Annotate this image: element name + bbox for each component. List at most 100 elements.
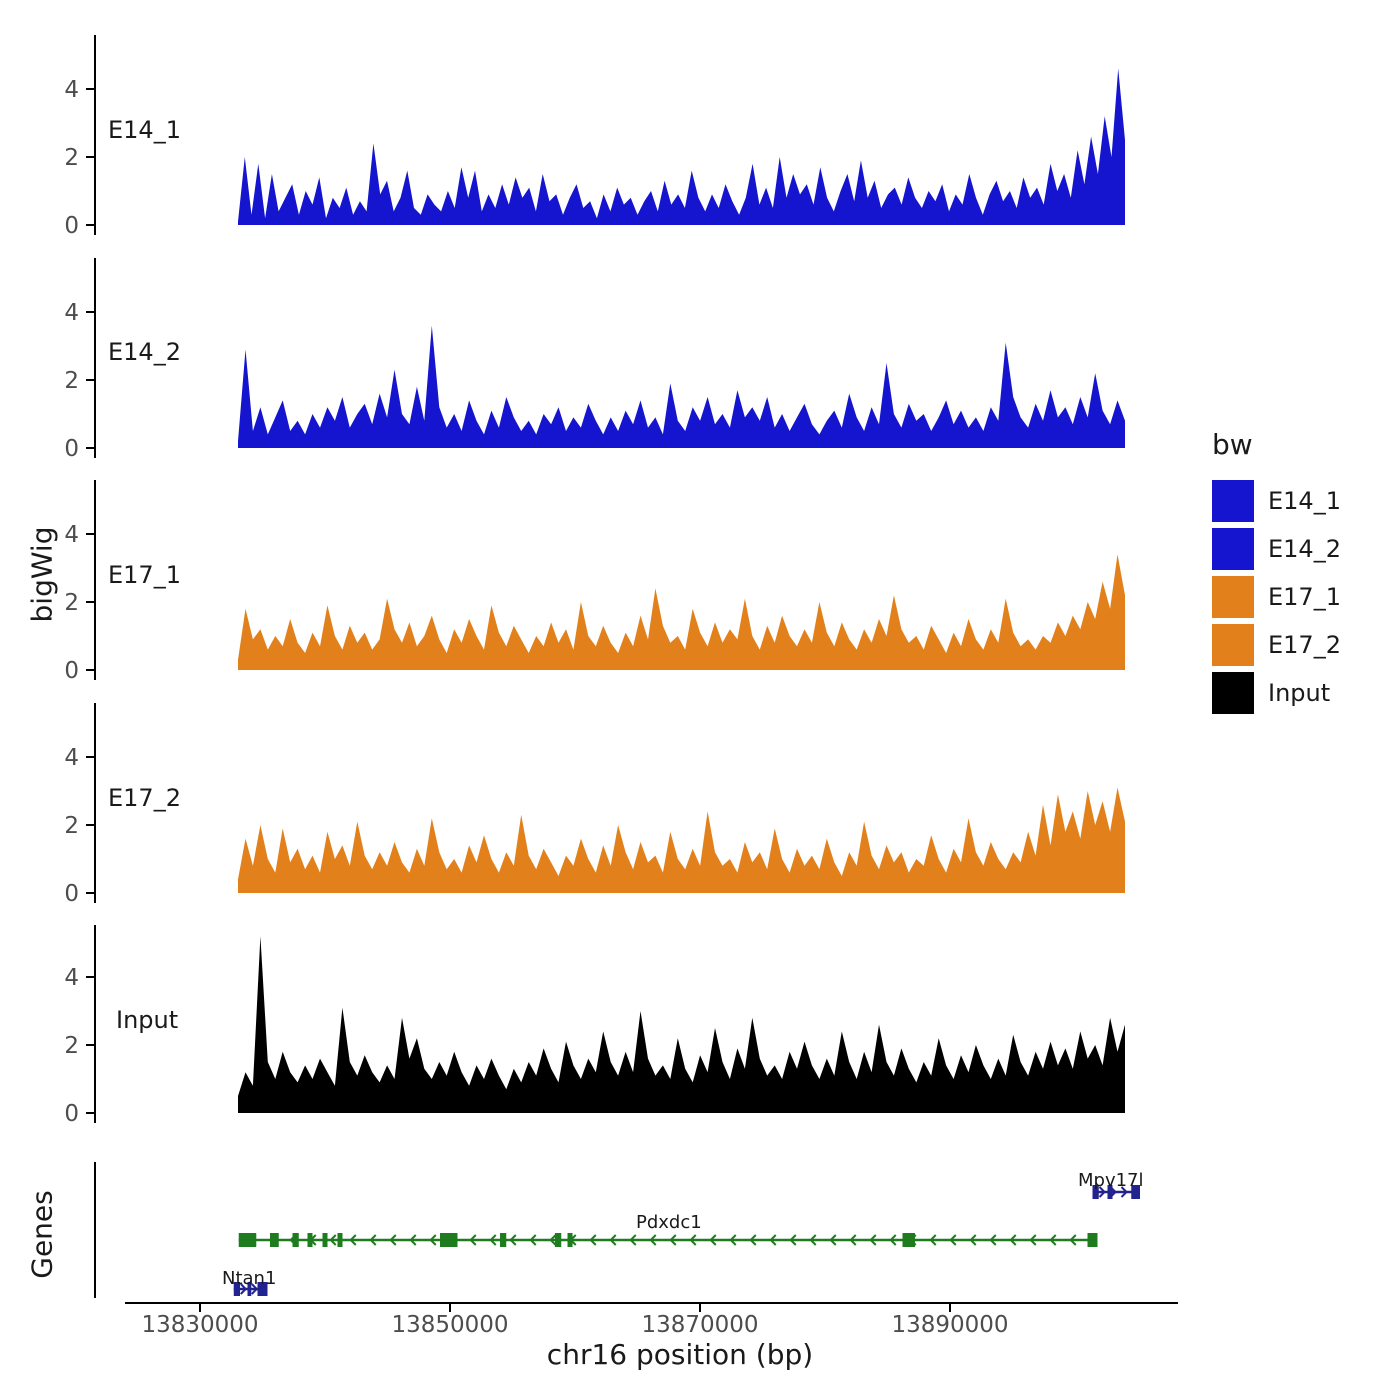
track-label-E17_1: E17_1: [108, 561, 181, 589]
strand-arrow-icon: [709, 1234, 717, 1246]
legend-label-E17_1: E17_1: [1268, 583, 1341, 611]
gene-exon: [307, 1233, 313, 1247]
strand-arrow-icon: [389, 1234, 397, 1246]
strand-arrow-icon: [629, 1234, 637, 1246]
signal-area-E17_2: [238, 787, 1125, 893]
gene-exon: [238, 1233, 257, 1247]
strand-arrow-icon: [949, 1234, 957, 1246]
x-tick-label-1: 13830000: [141, 1312, 259, 1338]
y-tick-label: 4: [64, 300, 79, 326]
gene-exon: [233, 1282, 240, 1296]
strand-arrow-icon: [1069, 1234, 1077, 1246]
strand-arrow-icon: [649, 1234, 657, 1246]
strand-arrow-icon: [749, 1234, 757, 1246]
gene-exon: [257, 1282, 268, 1296]
strand-arrow-icon: [889, 1234, 897, 1246]
strand-arrow-icon: [509, 1234, 517, 1246]
signal-area-E14_1: [238, 68, 1125, 225]
legend-item-E17_2: E17_2: [1212, 621, 1392, 669]
y-tick-label: 4: [64, 965, 79, 991]
strand-arrow-icon: [1120, 1186, 1128, 1198]
gene-exon: [1107, 1185, 1113, 1199]
y-tick-label: 0: [64, 436, 79, 462]
strand-arrow-icon: [789, 1234, 797, 1246]
gene-exon: [440, 1233, 458, 1247]
strand-arrow-icon: [251, 1283, 259, 1295]
x-tick-label-3: 13870000: [641, 1312, 759, 1338]
panel-Input: 0 2 4: [64, 925, 1125, 1127]
legend: bw E14_1 E14_2 E17_1 E17_2 Input: [1212, 428, 1392, 717]
strand-arrow-icon: [989, 1234, 997, 1246]
legend-label-E17_2: E17_2: [1268, 631, 1341, 659]
strand-arrow-icon: [929, 1234, 937, 1246]
x-tick-label-4: 13890000: [891, 1312, 1009, 1338]
gene-exon: [292, 1233, 299, 1247]
signal-area-E17_1: [238, 554, 1125, 670]
gene-model-Mpv17l: [1092, 1185, 1140, 1199]
strand-arrow-icon: [669, 1234, 677, 1246]
genes-panel-title: Genes: [25, 1190, 59, 1279]
gene-exon: [337, 1233, 343, 1247]
y-tick-label: 2: [64, 368, 79, 394]
legend-item-E14_2: E14_2: [1212, 525, 1392, 573]
strand-arrow-icon: [809, 1234, 817, 1246]
y-tick-label: 2: [64, 145, 79, 171]
gene-exon: [247, 1282, 252, 1296]
panel-E17_2: 0 2 4: [64, 703, 1125, 907]
y-tick-label: 0: [64, 881, 79, 907]
legend-item-E14_1: E14_1: [1212, 477, 1392, 525]
strand-arrow-icon: [1009, 1234, 1017, 1246]
gene-exon: [500, 1233, 507, 1247]
strand-arrow-icon: [469, 1234, 477, 1246]
legend-swatch-E17_1: [1212, 576, 1254, 618]
track-label-E14_1: E14_1: [108, 116, 181, 144]
legend-swatch-E14_2: [1212, 528, 1254, 570]
strand-arrow-icon: [529, 1234, 537, 1246]
y-tick-label: 4: [64, 745, 79, 771]
gene-model-Ntan1: [233, 1282, 268, 1296]
gene-exon: [567, 1233, 573, 1247]
legend-item-E17_1: E17_1: [1212, 573, 1392, 621]
strand-arrow-icon: [969, 1234, 977, 1246]
strand-arrow-icon: [549, 1234, 557, 1246]
strand-arrow-icon: [349, 1234, 357, 1246]
strand-arrow-icon: [829, 1234, 837, 1246]
y-tick-label: 0: [64, 213, 79, 239]
strand-arrow-icon: [849, 1234, 857, 1246]
strand-arrow-icon: [240, 1283, 248, 1295]
y-axis-title: bigWig: [25, 526, 59, 623]
track-label-E14_2: E14_2: [108, 338, 181, 366]
strand-arrow-icon: [769, 1234, 777, 1246]
strand-arrow-icon: [409, 1234, 417, 1246]
panel-E14_1: 0 2 4: [64, 35, 1125, 239]
gene-model-Pdxdc1: [238, 1233, 1098, 1247]
legend-label-E14_2: E14_2: [1268, 535, 1341, 563]
y-tick-label: 2: [64, 813, 79, 839]
strand-arrow-icon: [689, 1234, 697, 1246]
strand-arrow-icon: [609, 1234, 617, 1246]
y-tick-label: 0: [64, 1101, 79, 1127]
track-label-E17_2: E17_2: [108, 784, 181, 812]
y-tick-label: 4: [64, 77, 79, 103]
strand-arrow-icon: [489, 1234, 497, 1246]
gene-exon: [1131, 1185, 1140, 1199]
strand-arrow-icon: [869, 1234, 877, 1246]
legend-label-Input: Input: [1268, 679, 1331, 707]
strand-arrow-icon: [729, 1234, 737, 1246]
track-label-Input: Input: [116, 1006, 179, 1034]
strand-arrow-icon: [1029, 1234, 1037, 1246]
strand-arrow-icon: [1098, 1186, 1106, 1198]
legend-swatch-E14_1: [1212, 480, 1254, 522]
y-tick-label: 2: [64, 590, 79, 616]
y-tick-label: 0: [64, 658, 79, 684]
y-tick-label: 4: [64, 522, 79, 548]
gene-label-ntan1: Ntan1: [222, 1268, 277, 1289]
legend-title: bw: [1212, 428, 1253, 461]
x-tick-label-2: 13850000: [391, 1312, 509, 1338]
panel-E17_1: 0 2 4: [64, 480, 1125, 684]
gene-exon: [322, 1233, 328, 1247]
strand-arrow-icon: [369, 1234, 377, 1246]
legend-swatch-Input: [1212, 672, 1254, 714]
